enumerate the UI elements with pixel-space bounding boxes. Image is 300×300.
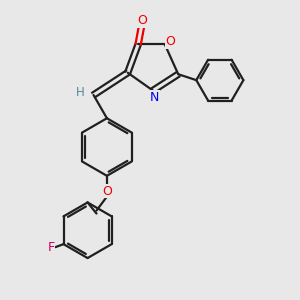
Text: H: H: [76, 85, 85, 98]
Text: F: F: [47, 241, 55, 254]
Text: N: N: [150, 91, 159, 103]
Text: O: O: [138, 14, 148, 27]
Text: O: O: [165, 35, 175, 48]
Text: O: O: [102, 185, 112, 198]
